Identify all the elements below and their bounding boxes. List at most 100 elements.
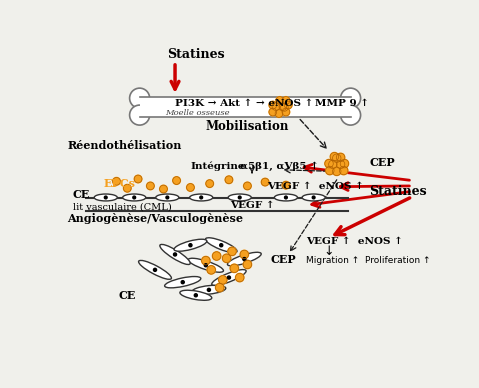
Circle shape [272,103,280,111]
Circle shape [166,196,169,199]
Circle shape [276,97,284,104]
Circle shape [181,281,184,284]
Ellipse shape [188,258,224,272]
Text: MMP 9 ↑: MMP 9 ↑ [315,99,369,108]
Ellipse shape [205,238,237,253]
Circle shape [207,266,216,274]
Ellipse shape [302,194,325,201]
Circle shape [204,264,207,267]
Circle shape [340,166,348,175]
Circle shape [325,159,333,168]
Circle shape [261,178,269,186]
Circle shape [187,184,194,191]
Circle shape [130,88,149,108]
Circle shape [200,196,203,199]
Circle shape [124,184,131,192]
Circle shape [340,159,349,168]
Circle shape [275,110,283,118]
Circle shape [239,196,241,199]
Text: Statines: Statines [167,48,225,61]
Ellipse shape [192,285,226,294]
Circle shape [341,88,361,108]
Circle shape [336,153,345,162]
Circle shape [173,177,181,184]
Circle shape [207,288,210,291]
Circle shape [228,276,230,279]
Bar [139,97,351,117]
Text: lit vasculaire (CML): lit vasculaire (CML) [73,202,171,211]
Circle shape [225,176,233,184]
Text: CEP: CEP [369,157,395,168]
Text: CE: CE [119,290,136,301]
Circle shape [279,103,287,111]
Circle shape [282,108,290,116]
Ellipse shape [228,194,251,201]
Text: Moelle osseuse: Moelle osseuse [165,109,229,117]
Ellipse shape [228,252,261,266]
Text: Migration ↑  Proliferation ↑: Migration ↑ Proliferation ↑ [306,256,431,265]
Circle shape [222,254,231,263]
Circle shape [194,294,197,297]
Ellipse shape [94,194,117,201]
Text: α5β1, αVβ5 ↑: α5β1, αVβ5 ↑ [240,162,319,171]
Circle shape [212,252,221,260]
Text: Mobilisation: Mobilisation [205,120,289,133]
Circle shape [281,104,288,111]
Circle shape [332,154,341,163]
Circle shape [326,166,334,175]
Circle shape [160,185,167,193]
Circle shape [332,167,341,175]
Text: Intégrine: Intégrine [191,162,245,171]
Circle shape [206,180,214,187]
Circle shape [341,105,361,125]
Text: VEGF ↑  eNOS ↑: VEGF ↑ eNOS ↑ [267,182,365,191]
Text: Réendothélisation: Réendothélisation [67,140,182,151]
Circle shape [285,196,287,199]
Text: VEGF ↑: VEGF ↑ [230,201,275,210]
Circle shape [285,101,292,109]
Circle shape [134,175,142,183]
Circle shape [282,181,290,189]
Circle shape [228,247,236,256]
Ellipse shape [160,244,190,265]
Circle shape [243,260,251,269]
Circle shape [243,182,251,190]
Text: ↓: ↓ [324,245,334,258]
Circle shape [240,250,249,259]
Circle shape [216,283,224,292]
Circle shape [269,108,277,116]
Ellipse shape [123,194,146,201]
Ellipse shape [190,194,213,201]
Text: EPCs: EPCs [103,178,136,189]
Text: PI3K → Akt ↑ → eNOS ↑: PI3K → Akt ↑ → eNOS ↑ [175,99,313,108]
Ellipse shape [212,270,246,286]
Circle shape [243,258,246,261]
Text: CE: CE [73,189,90,200]
Circle shape [230,264,239,272]
Circle shape [104,196,107,199]
Circle shape [130,105,149,125]
Text: Angiogènèse/Vasculogènèse: Angiogènèse/Vasculogènèse [67,213,243,224]
Ellipse shape [274,194,297,201]
Circle shape [336,160,345,169]
Circle shape [153,268,157,271]
Ellipse shape [156,194,179,201]
Text: Statines: Statines [369,185,427,198]
Circle shape [269,101,277,109]
Circle shape [202,256,210,265]
Circle shape [236,273,244,282]
Circle shape [189,244,192,247]
Ellipse shape [138,260,171,279]
Circle shape [113,177,120,185]
Ellipse shape [180,290,212,300]
Circle shape [173,253,177,256]
Circle shape [147,182,154,190]
Ellipse shape [165,277,201,288]
Ellipse shape [174,239,207,251]
Text: CEP: CEP [271,254,296,265]
Circle shape [329,160,337,169]
Circle shape [220,244,223,247]
Circle shape [133,196,136,199]
Circle shape [218,275,227,284]
Circle shape [330,152,339,161]
